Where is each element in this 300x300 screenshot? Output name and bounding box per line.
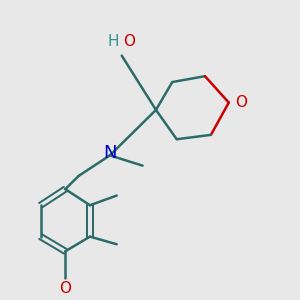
Text: N: N	[103, 144, 117, 162]
Text: O: O	[59, 280, 71, 296]
Text: O: O	[123, 34, 135, 49]
Text: H: H	[107, 34, 119, 49]
Text: O: O	[235, 95, 247, 110]
